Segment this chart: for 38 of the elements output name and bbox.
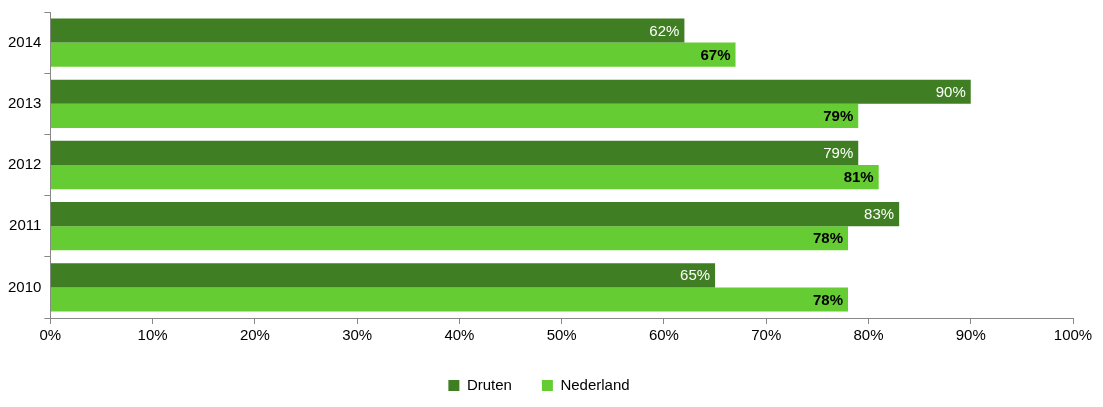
x-tick-label: 60% — [648, 326, 679, 344]
data-label: 79% — [823, 144, 854, 162]
data-label: 78% — [812, 229, 844, 247]
y-tick-label: 2014 — [7, 32, 42, 50]
bar — [50, 42, 736, 67]
x-tick-label: 40% — [444, 326, 475, 344]
x-tick-label: 70% — [751, 326, 782, 344]
legend-label: Druten — [466, 375, 512, 393]
data-label: 78% — [812, 290, 844, 308]
x-tick-label: 80% — [853, 326, 884, 344]
bar — [50, 79, 971, 104]
bar — [50, 287, 849, 312]
y-tick-label: 2010 — [7, 277, 42, 295]
data-label: 83% — [864, 205, 895, 223]
y-tick-label: 2012 — [7, 155, 42, 173]
bar — [50, 165, 879, 190]
legend-label: Nederland — [560, 375, 630, 393]
x-tick-label: 10% — [137, 326, 168, 344]
data-label: 67% — [700, 45, 731, 63]
data-label: 62% — [649, 21, 680, 39]
x-tick-label: 50% — [546, 326, 577, 344]
x-tick-label: 30% — [342, 326, 373, 344]
data-label: 79% — [823, 107, 854, 125]
data-label: 65% — [680, 266, 711, 284]
bar — [50, 263, 716, 288]
data-label: 90% — [935, 82, 966, 100]
bar — [50, 140, 859, 165]
data-label: 81% — [843, 168, 874, 186]
x-tick-label: 90% — [955, 326, 986, 344]
x-tick-label: 20% — [239, 326, 270, 344]
bar — [50, 103, 859, 128]
y-tick-label: 2011 — [9, 216, 42, 234]
bar — [50, 202, 900, 227]
bar — [50, 226, 849, 251]
x-tick-label: 100% — [1053, 326, 1093, 344]
bar — [50, 18, 685, 43]
x-tick-label: 0% — [39, 326, 62, 344]
y-tick-label: 2013 — [7, 93, 42, 111]
